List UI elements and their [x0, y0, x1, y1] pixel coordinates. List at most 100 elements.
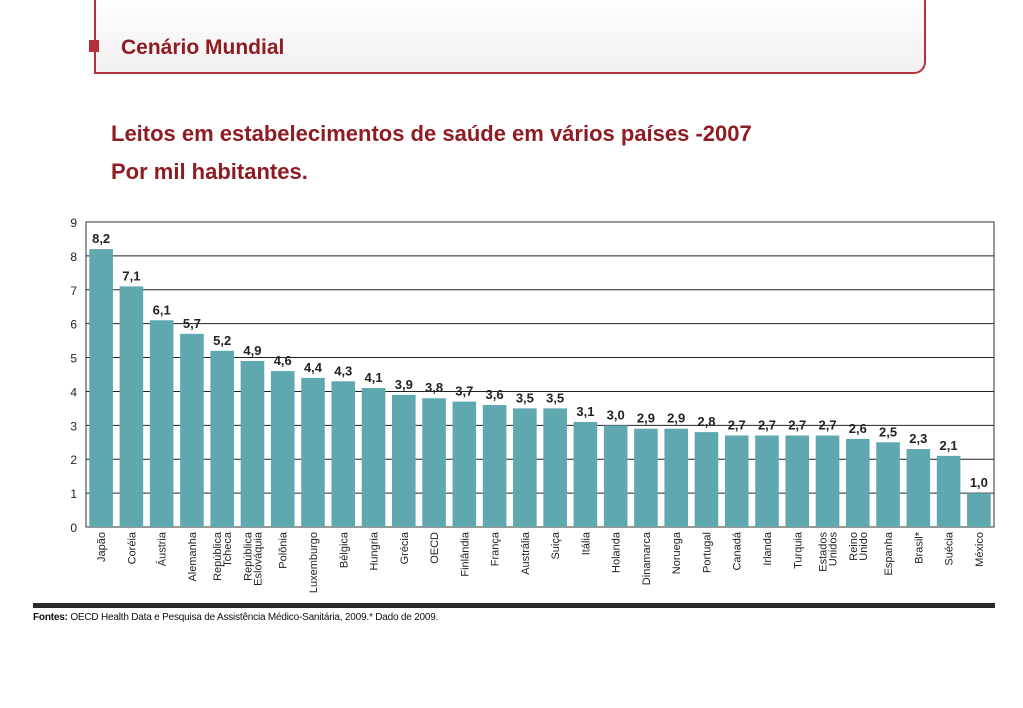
bar: [634, 428, 658, 527]
data-label: 2,8: [697, 414, 715, 429]
x-tick-label-line: Hungria: [369, 531, 381, 570]
x-tick-label-line: Espanha: [883, 531, 895, 575]
data-label: 6,1: [153, 302, 171, 317]
x-tick-label-line: Itália: [580, 531, 592, 555]
x-tick-label-line: Unido: [858, 532, 870, 561]
x-tick-label: França: [490, 531, 502, 566]
x-tick-label-line: Grécia: [399, 531, 411, 564]
data-label: 3,5: [516, 390, 534, 405]
x-tick-label-line: Estados: [818, 532, 830, 572]
y-tick-label: 3: [70, 419, 77, 433]
bar: [694, 432, 719, 527]
x-tick-label-line: Suiça: [550, 531, 562, 559]
data-label: 2,9: [667, 411, 685, 426]
x-tick-label-line: Holanda: [611, 531, 623, 573]
bar: [876, 442, 900, 527]
bar: [906, 449, 931, 527]
data-label: 3,8: [425, 380, 443, 395]
bar: [967, 493, 991, 527]
source-label: Fontes:: [33, 612, 68, 623]
x-tick-label: Dinamarca: [641, 531, 653, 585]
bar: [785, 435, 810, 527]
x-tick-label-line: República: [212, 531, 224, 581]
bar: [845, 438, 870, 527]
y-tick-label: 4: [70, 385, 77, 399]
x-tick-label: Polônia: [278, 531, 290, 569]
data-label: 3,7: [455, 384, 473, 399]
data-label: 2,5: [879, 424, 897, 439]
y-tick-label: 6: [70, 318, 77, 332]
x-tick-label-line: Tcheca: [222, 531, 234, 567]
bar: [603, 425, 628, 527]
x-tick-label: Holanda: [611, 531, 623, 573]
x-tick-label: Grécia: [399, 531, 411, 564]
data-label: 4,1: [364, 370, 382, 385]
data-label: 3,5: [546, 390, 564, 405]
bar: [119, 286, 144, 527]
x-tick-label: Finlândia: [459, 531, 471, 577]
y-tick-label: 1: [70, 487, 77, 501]
bar-chart: 0 1 2 3 4 5 6 7 8 9 8,2 Japão 7,1 Coréia 6,1 Áustria 5,7…: [33, 216, 995, 608]
x-tick-label-line: Alemanha: [187, 531, 199, 581]
bar: [452, 401, 477, 527]
x-tick-label: Suécia: [944, 531, 956, 566]
header-box: [94, 0, 926, 74]
bar: [149, 320, 174, 527]
chart-subtitle: Por mil habitantes.: [111, 159, 308, 184]
x-tick-label: OECD: [429, 532, 441, 564]
data-label: 4,3: [334, 363, 352, 378]
x-tick-label-line: Bélgica: [338, 531, 350, 568]
data-label: 5,2: [213, 333, 231, 348]
data-label: 2,7: [728, 418, 746, 433]
x-tick-label: Noruega: [671, 531, 683, 574]
data-label: 2,7: [818, 418, 836, 433]
x-tick-label-line: Áustria: [156, 531, 169, 566]
x-tick-label: Alemanha: [187, 531, 199, 581]
bar: [361, 388, 386, 527]
data-label: 2,1: [940, 438, 958, 453]
x-tick-label-line: Noruega: [671, 531, 683, 574]
x-tick-label-line: República: [242, 531, 254, 581]
data-label: 3,0: [607, 407, 625, 422]
bar: [89, 249, 113, 527]
bar: [210, 350, 235, 527]
x-tick-label-line: Canadá: [732, 531, 744, 570]
data-label: 2,3: [909, 431, 927, 446]
x-tick-label-line: Coréia: [126, 531, 138, 564]
footer-rule: [33, 603, 995, 608]
data-label: 2,9: [637, 411, 655, 426]
x-tick-label-line: Reino: [848, 532, 860, 561]
header-bullet-icon: [89, 40, 99, 52]
x-tick-label: Itália: [580, 531, 592, 555]
x-tick-label-line: Finlândia: [459, 531, 471, 577]
x-tick-label: Brasil*: [913, 531, 925, 564]
source-text: OECD Health Data e Pesquisa de Assistênc…: [70, 612, 439, 623]
x-tick-label: Japão: [96, 532, 108, 562]
bar: [270, 371, 295, 527]
data-label: 8,2: [92, 231, 110, 246]
bar: [543, 408, 567, 527]
plot-frame: [85, 221, 995, 528]
x-tick-label-line: Portugal: [701, 532, 713, 573]
x-tick-label: Canadá: [732, 531, 744, 570]
x-tick-label: Luxemburgo: [308, 532, 320, 593]
bar: [482, 405, 507, 527]
bar: [724, 435, 749, 527]
bar: [936, 455, 961, 527]
data-label: 5,7: [183, 316, 201, 331]
x-tick-label: Irlanda: [762, 531, 774, 566]
y-tick-label: 8: [70, 250, 77, 264]
bar: [513, 408, 537, 527]
section-title: Cenário Mundial: [121, 36, 285, 59]
data-label: 7,1: [122, 268, 140, 283]
bar: [240, 360, 265, 527]
x-tick-label-line: Austrália: [520, 531, 532, 575]
x-tick-label: Hungria: [369, 531, 381, 570]
x-tick-label: Espanha: [883, 531, 895, 575]
data-label: 1,0: [970, 475, 988, 490]
bar: [180, 333, 204, 527]
y-tick-label: 5: [70, 352, 77, 366]
x-tick-label: Turquia: [792, 531, 804, 569]
